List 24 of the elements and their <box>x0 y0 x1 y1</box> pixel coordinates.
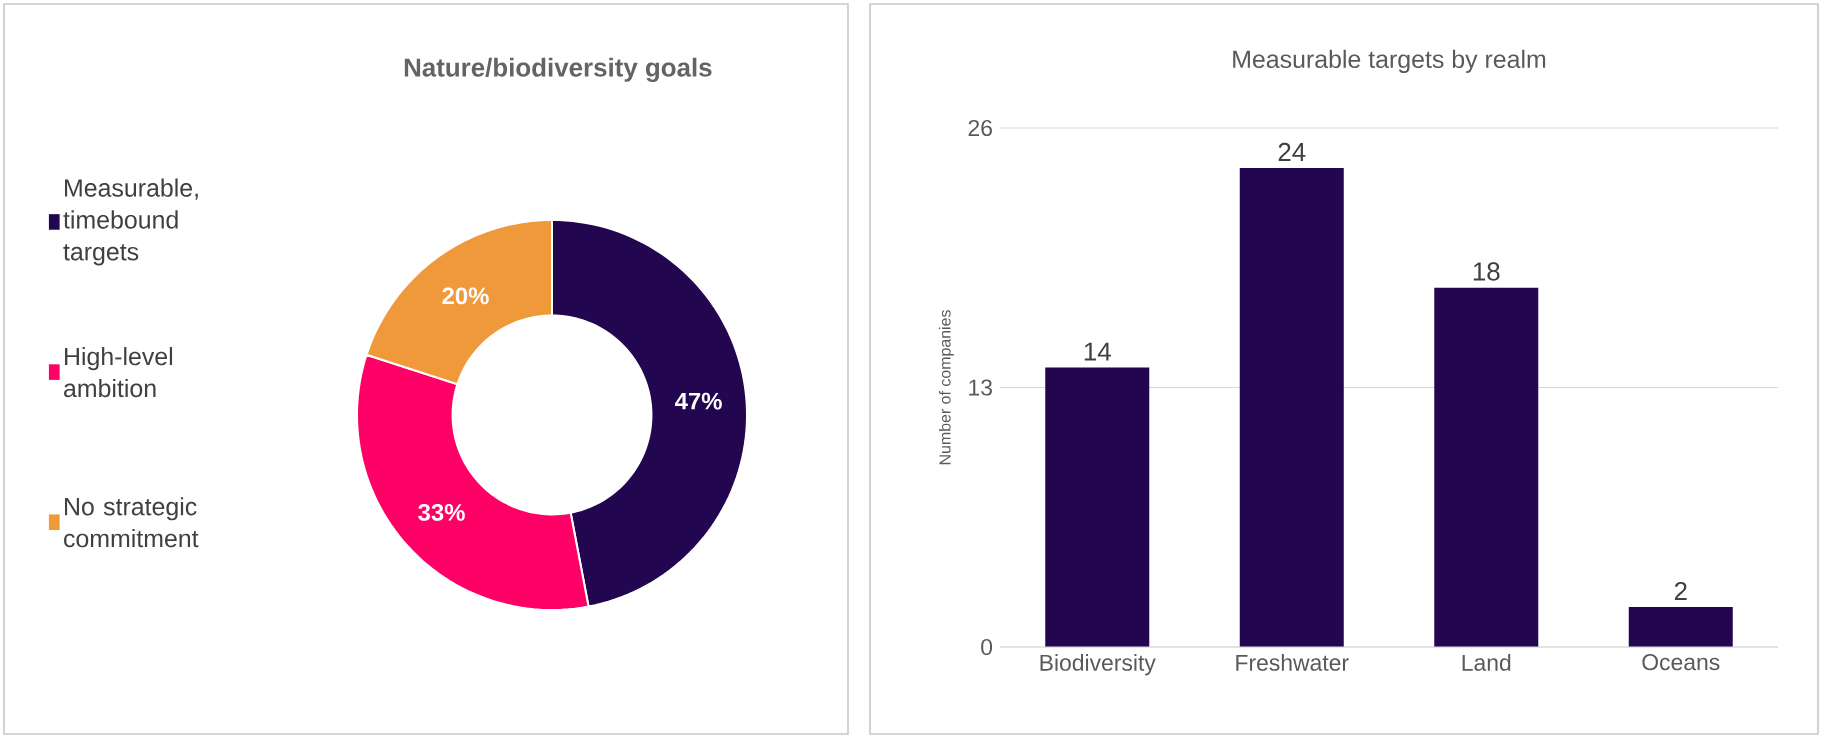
data-label: 18 <box>1473 262 1500 281</box>
y-tick-label: 26 <box>968 119 992 137</box>
chart-title: Measurable targets by realm <box>1233 49 1546 73</box>
data-label: 47% <box>675 392 722 410</box>
chart-title: Nature/biodiversity goals <box>404 57 712 82</box>
legend-label: Measurable, timebound targets <box>63 178 198 266</box>
bar <box>1045 367 1150 647</box>
legend-label: High-level ambition <box>64 347 173 398</box>
data-label: 33% <box>418 503 465 521</box>
x-tick-label: Freshwater <box>1236 654 1349 671</box>
x-tick-label: Biodiversity <box>1040 654 1156 676</box>
data-label: 24 <box>1278 142 1306 161</box>
legend-label: No strategic commitment <box>64 497 199 548</box>
bar <box>1239 167 1344 647</box>
x-tick-label: Land <box>1462 654 1511 671</box>
data-label: 14 <box>1084 342 1111 361</box>
y-tick-label: 0 <box>981 638 993 656</box>
x-tick-label: Oceans <box>1642 654 1720 671</box>
y-axis-title: Number of companies <box>938 310 954 465</box>
data-label: 20% <box>442 287 489 305</box>
bar <box>1434 287 1539 647</box>
y-tick-label: 13 <box>969 379 992 396</box>
data-label: 2 <box>1674 581 1687 601</box>
bar <box>1628 607 1733 647</box>
